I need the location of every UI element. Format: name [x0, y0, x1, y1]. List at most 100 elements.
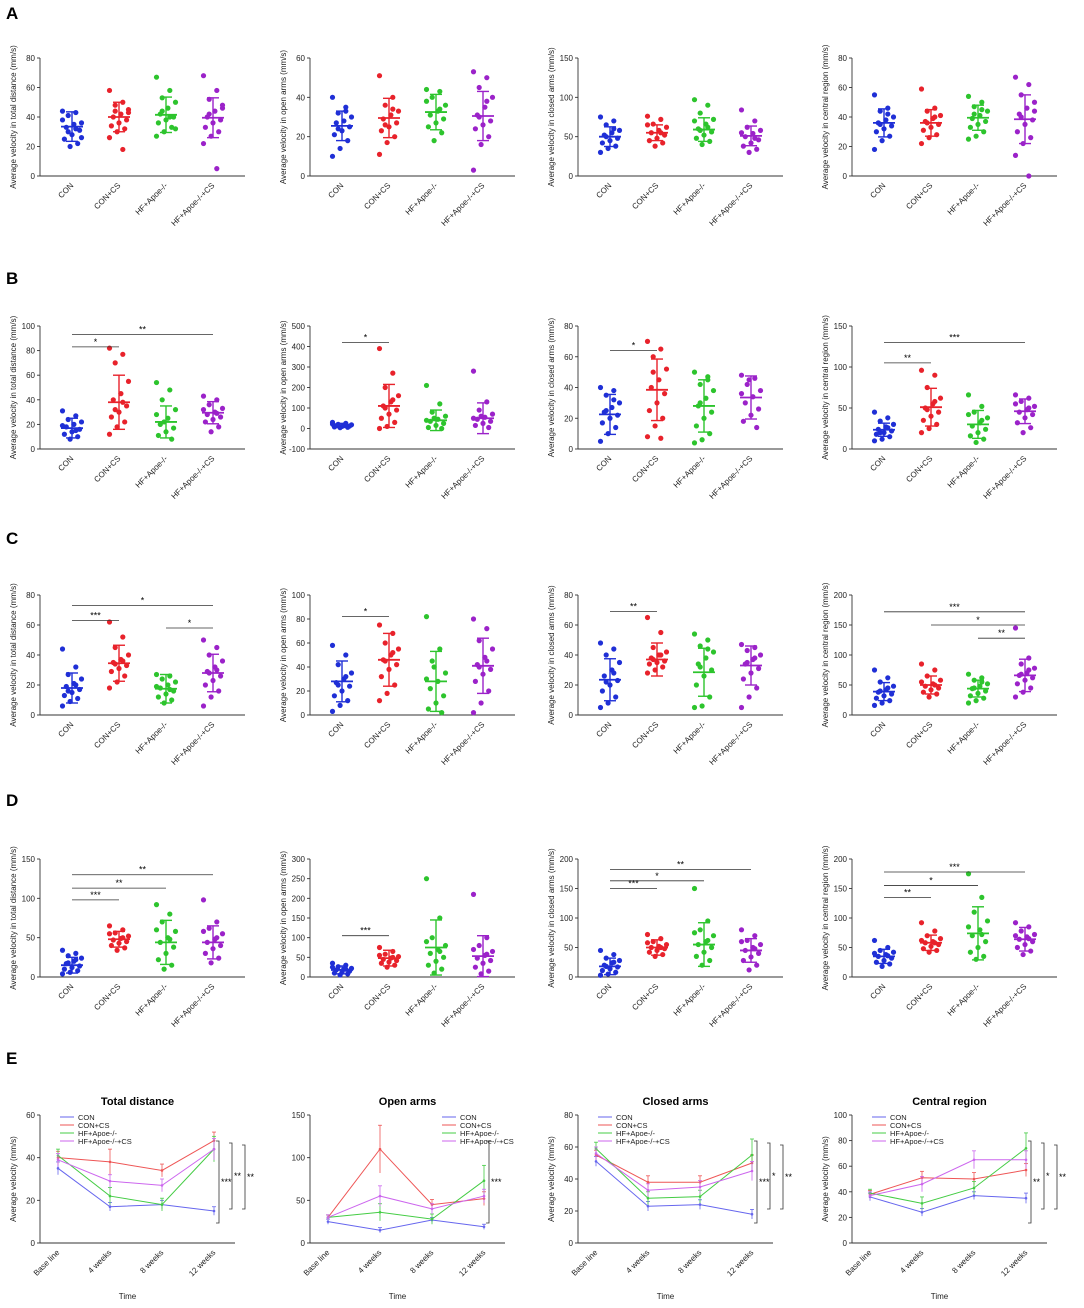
significance-label: **	[234, 1171, 242, 1181]
data-point	[106, 685, 113, 691]
data-point	[937, 936, 944, 942]
data-point	[879, 963, 885, 969]
data-point	[605, 700, 611, 706]
x-category-label: CON	[594, 181, 613, 200]
series-point	[482, 1194, 486, 1198]
y-tick-label: 200	[834, 855, 848, 864]
y-axis-label: Average velocity in central region (mm/s…	[821, 44, 830, 189]
series-point	[920, 1202, 924, 1205]
series-point	[326, 1216, 330, 1219]
y-tick-label: 80	[26, 54, 35, 63]
data-point	[65, 112, 71, 119]
y-tick-label: 100	[22, 894, 36, 903]
data-point	[202, 419, 208, 425]
scatter-panel: 0 50 100 150 200 Average velocity in closed a…	[547, 848, 783, 1029]
data-point	[472, 678, 478, 685]
data-point	[658, 652, 664, 658]
data-point	[153, 74, 160, 80]
data-point	[172, 679, 179, 685]
series-point	[972, 1177, 976, 1181]
data-point	[73, 427, 79, 434]
data-point	[757, 652, 764, 658]
series-line	[327, 1180, 485, 1220]
y-axis-label: Average velocity in closed arms (mm/s)	[547, 585, 556, 725]
data-point	[746, 967, 752, 973]
data-point	[646, 949, 653, 955]
x-category-label: HF+Apoe-/-	[404, 720, 440, 756]
series-point	[108, 1205, 112, 1209]
data-point	[1028, 135, 1034, 141]
data-point	[984, 918, 991, 924]
data-point	[738, 641, 745, 648]
data-point	[125, 109, 132, 116]
data-point	[652, 423, 658, 429]
legend-label: CON+CS	[460, 1121, 491, 1130]
y-tick-label: 50	[296, 1196, 305, 1205]
data-point	[1012, 74, 1019, 80]
data-point	[697, 400, 703, 406]
data-point	[59, 117, 66, 123]
data-point	[1018, 114, 1024, 120]
x-category-label: HF+Apoe-/-	[134, 982, 170, 1018]
data-point	[488, 666, 494, 673]
data-point	[937, 677, 944, 683]
data-point	[983, 118, 989, 125]
data-point	[1031, 108, 1038, 114]
data-point	[427, 112, 433, 118]
y-tick-label: 100	[292, 404, 306, 413]
x-tick-label: Base line	[844, 1248, 874, 1278]
scatter-panel: 0 20 40 60 80 100 Average velocity in total di…	[9, 315, 245, 501]
data-point	[390, 650, 396, 656]
data-point	[1026, 405, 1032, 411]
y-tick-label: 100	[560, 914, 574, 923]
data-point	[885, 415, 891, 421]
data-point	[757, 387, 764, 394]
data-point	[611, 670, 617, 676]
x-category-label: CON+CS	[904, 720, 934, 750]
series-point	[1024, 1168, 1028, 1172]
data-point	[918, 920, 925, 926]
data-point	[936, 685, 942, 691]
data-point	[486, 688, 492, 694]
data-point	[167, 387, 173, 393]
data-point	[616, 659, 623, 666]
data-point	[879, 700, 885, 706]
data-point	[889, 123, 895, 129]
x-category-label: CON+CS	[904, 454, 934, 484]
data-point	[738, 704, 745, 711]
data-point	[169, 962, 175, 968]
data-point	[392, 419, 398, 425]
series-line	[327, 1148, 485, 1218]
data-point	[437, 88, 443, 95]
data-point	[616, 400, 623, 406]
x-tick-label: 4 weeks	[86, 1248, 113, 1275]
data-point	[971, 909, 977, 915]
series-point	[972, 1158, 976, 1162]
series-point	[482, 1179, 486, 1183]
data-point	[650, 369, 656, 375]
scatter-panel: 0 20 40 60 80 Average velocity in closed arms…	[547, 317, 783, 501]
data-point	[108, 414, 114, 420]
data-point	[470, 891, 477, 898]
data-point	[746, 694, 752, 700]
scatter-panel: 0 20 40 60 80 Average velocity in total dista…	[9, 583, 245, 767]
data-point	[75, 695, 81, 702]
data-point	[691, 704, 698, 711]
data-point	[981, 436, 987, 442]
significance-label: **	[139, 865, 147, 875]
data-point	[603, 407, 609, 414]
data-point	[124, 117, 130, 123]
data-point	[707, 957, 713, 964]
y-tick-label: 0	[569, 1239, 574, 1248]
data-point	[376, 622, 383, 628]
series-point	[108, 1194, 112, 1198]
data-point	[218, 942, 224, 949]
data-point	[488, 118, 494, 124]
y-tick-label: 50	[564, 944, 573, 953]
data-point	[120, 146, 126, 153]
data-point	[691, 930, 698, 936]
significance-label: ***	[491, 1177, 502, 1187]
x-tick-label: 12 weeks	[187, 1248, 217, 1278]
series-point	[972, 1194, 976, 1197]
data-point	[159, 95, 165, 101]
